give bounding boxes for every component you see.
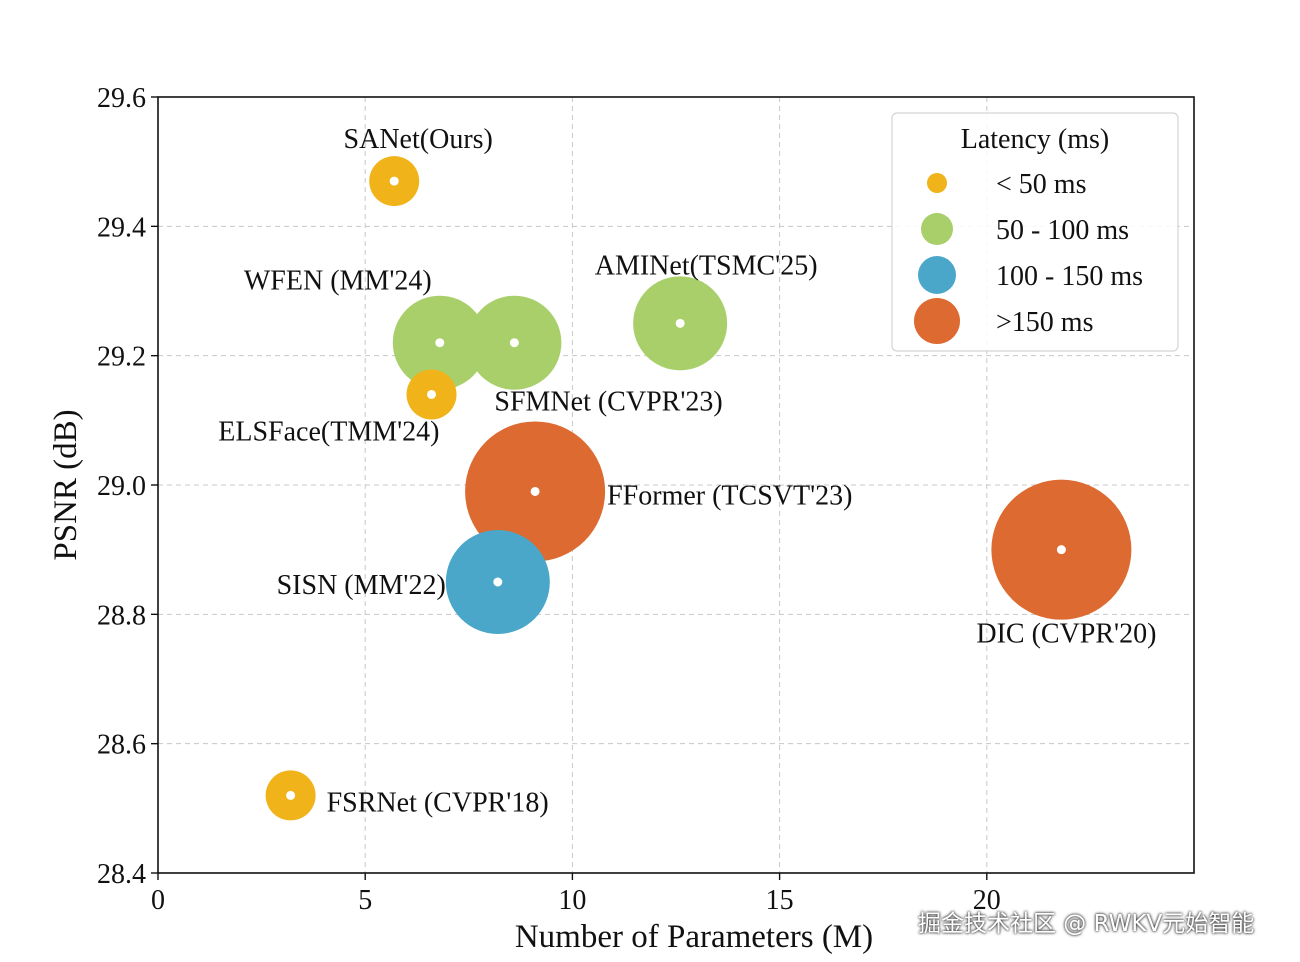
point-label: SISN (MM'22) [277, 570, 446, 601]
legend-marker [918, 256, 956, 294]
y-tick-label: 28.4 [97, 859, 146, 890]
x-axis-title: Number of Parameters (M) [515, 919, 873, 955]
y-tick-label: 28.6 [97, 730, 146, 761]
point-label: ELSFace(TMM'24) [218, 416, 439, 447]
point-label: FSRNet (CVPR'18) [327, 787, 549, 818]
y-tick-label: 29.4 [97, 212, 146, 243]
x-tick-label: 20 [973, 885, 1001, 916]
legend: Latency (ms) < 50 ms 50 - 100 ms 100 - 150 … [891, 112, 1179, 352]
bubble-center-dot [427, 389, 437, 399]
legend-entry-label: 50 - 100 ms [996, 215, 1129, 246]
x-tick-label: 10 [558, 885, 586, 916]
y-axis-title: PSNR (dB) [48, 409, 84, 560]
x-tick-label: 5 [358, 885, 372, 916]
bubble-center-dot [286, 790, 296, 800]
point-label: FFormer (TCSVT'23) [607, 480, 852, 511]
point-labels: SANet(Ours) WFEN (MM'24) SFMNet (CVPR'23) A… [218, 124, 1156, 818]
point-label: DIC (CVPR'20) [976, 619, 1156, 650]
legend-entry-label: < 50 ms [996, 169, 1086, 200]
y-tick-label: 28.8 [97, 600, 146, 631]
legend-box [891, 112, 1179, 352]
bubble-center-dot [493, 577, 503, 587]
y-tick-label: 29.0 [97, 471, 146, 502]
legend-entry-label: >150 ms [996, 307, 1093, 338]
data-points [265, 156, 1132, 821]
watermark: 掘金技术社区 @ RWKV元始智能 [918, 911, 1255, 937]
bubble-center-dot [1056, 545, 1066, 555]
point-label: SANet(Ours) [344, 124, 493, 155]
bubble-center-dot [435, 338, 445, 348]
x-tick-label: 15 [766, 885, 794, 916]
legend-marker [921, 213, 953, 245]
x-tick-label: 0 [151, 885, 165, 916]
axis-ticks: 0 5 10 15 20 28.4 28.6 28.8 29.0 29.2 29.4 29.6 [97, 83, 1001, 916]
point-label: WFEN (MM'24) [244, 266, 432, 297]
legend-entry-label: 100 - 150 ms [996, 261, 1143, 292]
point-label: AMINet(TSMC'25) [595, 250, 818, 281]
y-tick-label: 29.6 [97, 83, 146, 114]
legend-title: Latency (ms) [961, 124, 1110, 155]
bubble-center-dot [530, 486, 540, 496]
legend-marker [927, 173, 947, 193]
bubble-center-dot [509, 338, 519, 348]
bubble-center-dot [675, 318, 685, 328]
y-tick-label: 29.2 [97, 342, 146, 373]
bubble-center-dot [389, 176, 399, 186]
legend-marker [914, 298, 960, 344]
point-label: SFMNet (CVPR'23) [494, 387, 722, 418]
